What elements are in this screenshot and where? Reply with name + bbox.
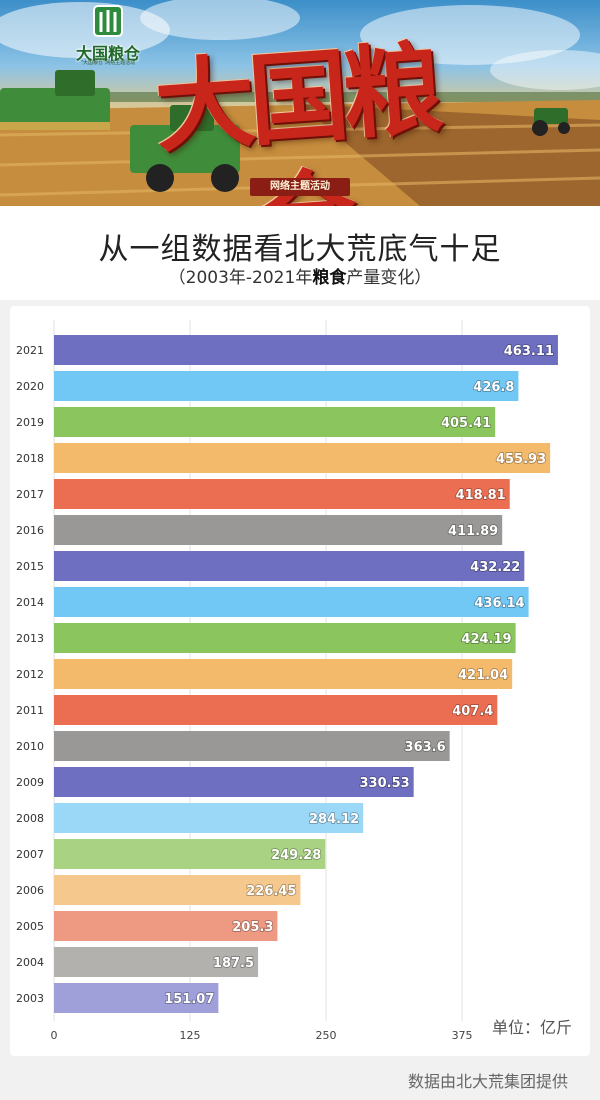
- subtitle-rest: 产量变化: [346, 268, 415, 288]
- bar: [54, 659, 513, 689]
- subtitle-open: （: [168, 268, 186, 288]
- page-subtitle: （2003年-2021年粮食产量变化）: [0, 263, 600, 288]
- banner-tag: 网络主题活动: [250, 178, 350, 196]
- value-label: 330.53: [360, 776, 410, 791]
- category-label: 2004: [16, 956, 44, 969]
- value-label: 284.12: [309, 812, 359, 827]
- value-label: 411.89: [448, 524, 498, 539]
- bar: [54, 371, 519, 401]
- bar: [54, 587, 529, 617]
- category-label: 2019: [16, 416, 44, 429]
- bar: [54, 407, 496, 437]
- category-label: 2015: [16, 560, 44, 573]
- category-label: 2020: [16, 380, 44, 393]
- bar: [54, 731, 450, 761]
- page-title: 从一组数据看北大荒底气十足: [98, 232, 502, 267]
- bar-chart: 0 125 250 375 2021 463.11 2020 426.8 2019 405.41 2…: [16, 320, 558, 1042]
- category-label: 2012: [16, 668, 44, 681]
- x-tick-label: 250: [316, 1029, 337, 1042]
- category-label: 2010: [16, 740, 44, 753]
- value-label: 436.14: [474, 596, 524, 611]
- bar: [54, 443, 551, 473]
- title-area: [0, 206, 600, 300]
- bar: [54, 803, 364, 833]
- bar: [54, 767, 414, 797]
- value-label: 432.22: [470, 560, 520, 575]
- logo-subtitle: "大国粮仓"网络主题活动: [80, 60, 136, 66]
- bar: [54, 911, 278, 941]
- category-label: 2014: [16, 596, 44, 609]
- bar: [54, 479, 510, 509]
- value-label: 463.11: [504, 344, 554, 359]
- category-label: 2016: [16, 524, 44, 537]
- value-label: 424.19: [461, 632, 511, 647]
- x-tick-label: 375: [452, 1029, 473, 1042]
- category-label: 2011: [16, 704, 44, 717]
- value-label: 249.28: [271, 848, 321, 863]
- chart-card: 0 125 250 375 2021 463.11 2020 426.8 2019 405.41 2…: [10, 306, 590, 1056]
- x-tick-label: 125: [180, 1029, 201, 1042]
- value-label: 421.04: [458, 668, 508, 683]
- bar: [54, 623, 516, 653]
- category-label: 2008: [16, 812, 44, 825]
- bar: [54, 875, 301, 905]
- value-label: 455.93: [496, 452, 546, 467]
- logo: 大国粮仓 "大国粮仓"网络主题活动: [70, 2, 146, 68]
- category-label: 2006: [16, 884, 44, 897]
- x-tick-label: 0: [51, 1029, 58, 1042]
- unit-label: 单位：亿斤: [492, 1018, 573, 1037]
- value-label: 363.6: [405, 740, 446, 755]
- category-label: 2003: [16, 992, 44, 1005]
- category-label: 2017: [16, 488, 44, 501]
- logo-title: 大国粮仓: [75, 44, 140, 63]
- bar: [54, 947, 259, 977]
- value-label: 187.5: [213, 956, 254, 971]
- banner: 大国粮仓 "大国粮仓"网络主题活动 大国粮仓 网络主题活动: [0, 0, 600, 206]
- bar: [54, 983, 219, 1013]
- value-label: 151.07: [164, 992, 214, 1007]
- value-label: 426.8: [473, 380, 514, 395]
- value-label: 205.3: [232, 920, 273, 935]
- bar: [54, 515, 503, 545]
- bar: [54, 551, 525, 581]
- subtitle-close: ）: [414, 268, 432, 288]
- source-label: 数据由北大荒集团提供: [408, 1072, 569, 1091]
- category-label: 2007: [16, 848, 44, 861]
- bar: [54, 839, 326, 869]
- value-label: 226.45: [246, 884, 296, 899]
- bar: [54, 695, 498, 725]
- category-label: 2013: [16, 632, 44, 645]
- subtitle-bold: 粮食: [312, 268, 347, 288]
- category-label: 2021: [16, 344, 44, 357]
- category-label: 2018: [16, 452, 44, 465]
- bar: [54, 335, 558, 365]
- value-label: 405.41: [441, 416, 491, 431]
- value-label: 407.4: [452, 704, 493, 719]
- category-label: 2005: [16, 920, 44, 933]
- subtitle-years: 2003年-2021年: [185, 268, 313, 288]
- value-label: 418.81: [456, 488, 506, 503]
- category-label: 2009: [16, 776, 44, 789]
